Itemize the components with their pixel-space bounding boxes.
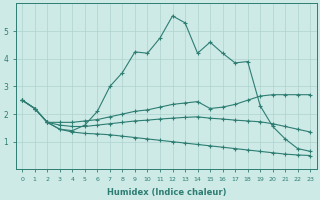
X-axis label: Humidex (Indice chaleur): Humidex (Indice chaleur)	[107, 188, 226, 197]
